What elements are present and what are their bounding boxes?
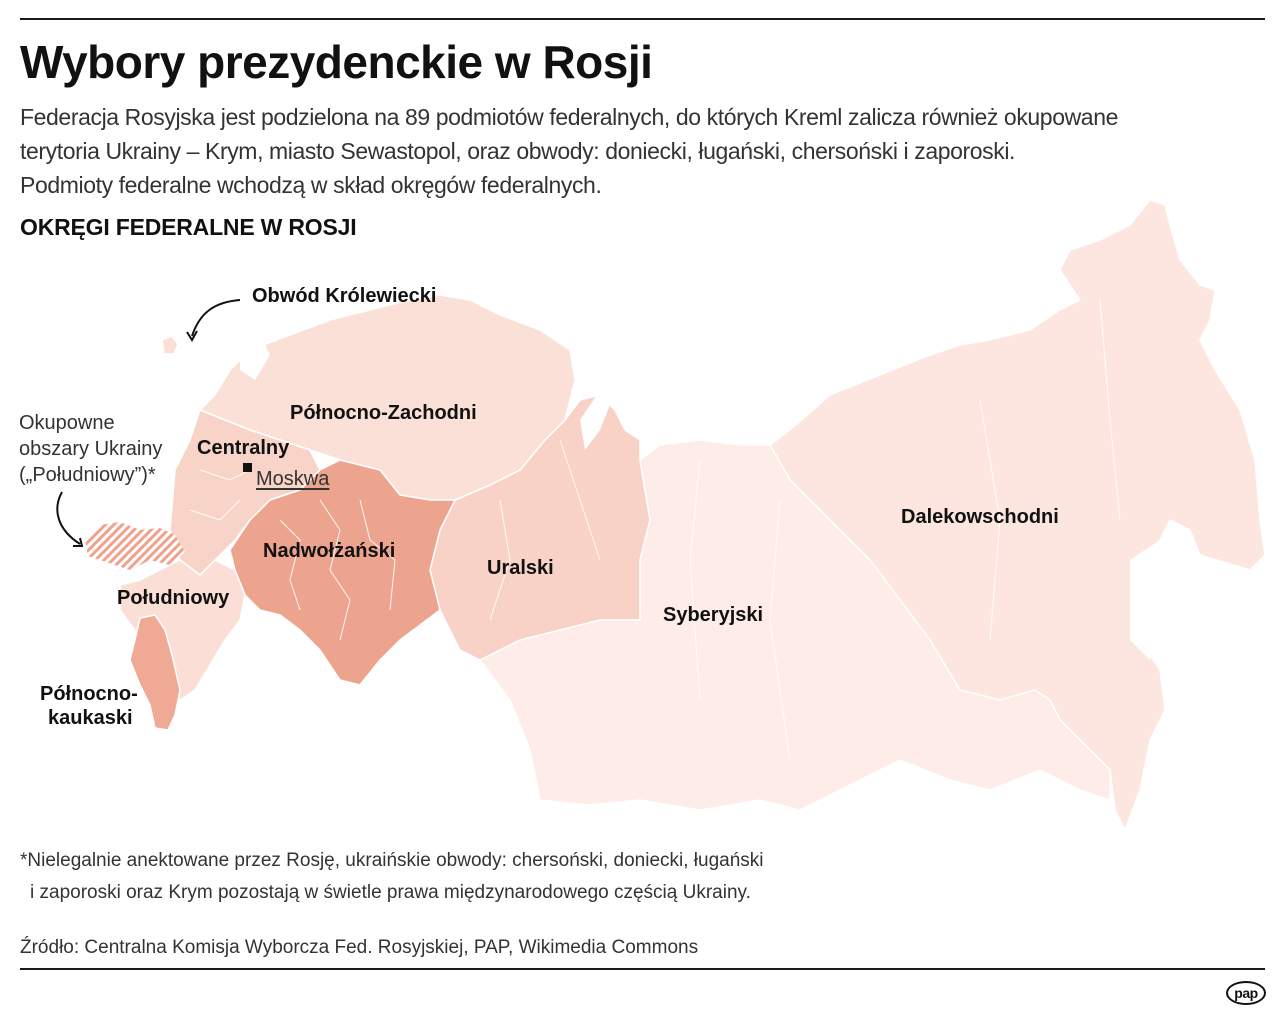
district-volga <box>229 459 456 686</box>
kaliningrad-arrow-icon <box>191 299 241 337</box>
label-ural: Uralski <box>487 557 554 579</box>
map-title: OKRĘGI FEDERALNE W ROSJI <box>20 214 357 240</box>
pap-logo: pap <box>1226 981 1266 1005</box>
lead-line-1: Federacja Rosyjska jest podzielona na 89… <box>20 104 1118 130</box>
region-borders <box>189 299 1121 761</box>
label-north-caucasus-2: kaukaski <box>48 707 133 729</box>
occupied-ukraine-area <box>85 522 185 570</box>
moscow-marker-icon <box>243 463 252 472</box>
occupied-arrow-icon <box>56 491 81 545</box>
district-northwest <box>199 294 576 501</box>
source-text: Źródło: Centralna Komisja Wyborcza Fed. … <box>20 937 699 958</box>
footnote-line-1: *Nielegalnie anektowane przez Rosję, ukr… <box>20 850 764 871</box>
bottom-rule <box>20 968 1265 970</box>
label-far-east: Dalekowschodni <box>901 506 1059 528</box>
yamal-gulf <box>580 390 612 450</box>
label-northwest: Północno-Zachodni <box>290 402 477 424</box>
russia-map <box>56 199 1266 831</box>
footnote: *Nielegalnie anektowane przez Rosję, ukr… <box>20 845 764 909</box>
label-south: Południowy <box>117 587 230 609</box>
district-north-caucasus <box>129 614 181 731</box>
label-siberia: Syberyjski <box>663 604 764 626</box>
occupied-note-line-1: Okupowne <box>19 412 115 434</box>
footnote-line-2: i zaporoski oraz Krym pozostają w świetl… <box>30 882 751 903</box>
label-central: Centralny <box>197 437 290 459</box>
occupied-note-line-2: obszary Ukrainy <box>19 438 163 460</box>
sea-of-okhotsk <box>1130 540 1175 660</box>
lead-line-3: Podmioty federalne wchodzą w skład okręg… <box>20 172 602 198</box>
lead-line-2: terytoria Ukrainy – Krym, miasto Sewasto… <box>20 138 1016 164</box>
label-kaliningrad: Obwód Królewiecki <box>252 285 437 307</box>
occupied-note-line-3: („Południowy”)* <box>19 464 156 486</box>
white-sea <box>240 335 270 380</box>
label-volga: Nadwołżański <box>263 540 396 562</box>
occupied-note: Okupowne obszary Ukrainy („Południowy”)* <box>19 410 162 488</box>
label-moscow: Moskwa <box>256 468 330 490</box>
district-kaliningrad <box>161 335 179 355</box>
page-title: Wybory prezydenckie w Rosji <box>20 36 653 88</box>
top-rule <box>20 18 1265 20</box>
lead-paragraph: Federacja Rosyjska jest podzielona na 89… <box>20 100 1270 202</box>
label-north-caucasus-1: Północno- <box>40 683 138 705</box>
